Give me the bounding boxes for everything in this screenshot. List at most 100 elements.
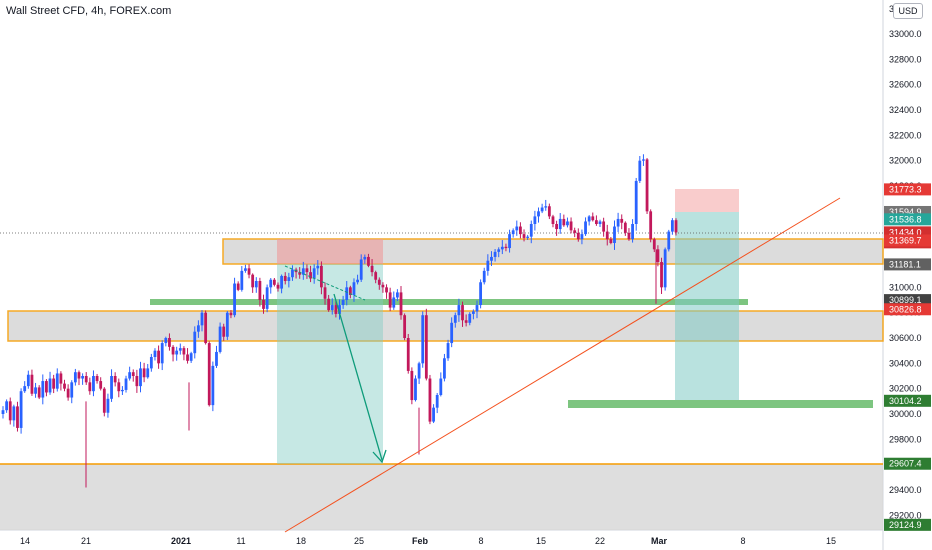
candle[interactable] (638, 160, 642, 181)
currency-badge[interactable]: USD (893, 3, 923, 19)
candle[interactable] (30, 374, 34, 394)
candle[interactable] (613, 226, 616, 243)
candle[interactable] (5, 401, 9, 411)
candle[interactable] (99, 381, 103, 389)
candle[interactable] (500, 246, 504, 250)
candle[interactable] (504, 246, 508, 249)
candle[interactable] (522, 234, 526, 238)
candle[interactable] (616, 218, 620, 227)
candle[interactable] (254, 281, 258, 288)
candle[interactable] (334, 305, 338, 314)
candle[interactable] (37, 387, 41, 398)
candle[interactable] (309, 272, 312, 279)
candle[interactable] (602, 221, 606, 232)
candle[interactable] (627, 232, 631, 240)
candle[interactable] (457, 305, 461, 316)
candle[interactable] (320, 265, 323, 288)
candle[interactable] (667, 231, 671, 250)
candle[interactable] (110, 376, 113, 399)
candle[interactable] (196, 325, 200, 332)
support-zone-middle[interactable] (7, 310, 884, 342)
candle[interactable] (41, 381, 45, 398)
candle[interactable] (421, 315, 425, 364)
candle[interactable] (464, 320, 468, 323)
candle[interactable] (211, 365, 215, 406)
candle[interactable] (95, 376, 99, 382)
candle[interactable] (450, 322, 454, 344)
candle[interactable] (435, 395, 439, 408)
candle[interactable] (26, 374, 30, 387)
candle[interactable] (1, 410, 5, 414)
candle[interactable] (486, 260, 490, 271)
candle[interactable] (569, 221, 573, 231)
candle[interactable] (327, 298, 331, 311)
candle[interactable] (45, 381, 48, 393)
candle[interactable] (258, 281, 262, 300)
candle[interactable] (645, 159, 649, 212)
short-position-stop-area[interactable] (277, 239, 383, 264)
candle[interactable] (461, 305, 464, 321)
time-axis[interactable]: 14 21 2021 11 18 25 Feb 8 15 22 Mar 8 15 (20, 536, 836, 546)
candle[interactable] (298, 272, 302, 275)
candle[interactable] (508, 234, 511, 249)
candle[interactable] (81, 376, 85, 379)
candle[interactable] (153, 350, 157, 357)
candle[interactable] (453, 315, 457, 323)
candle[interactable] (428, 378, 432, 422)
candle[interactable] (605, 231, 609, 240)
candle[interactable] (537, 211, 540, 217)
candle[interactable] (446, 343, 450, 359)
candle[interactable] (519, 226, 522, 235)
candle[interactable] (356, 279, 359, 283)
candle[interactable] (323, 287, 327, 299)
candle[interactable] (547, 206, 551, 217)
dashed-projection-line[interactable] (284, 265, 366, 301)
candle[interactable] (135, 376, 139, 387)
candle[interactable] (251, 274, 255, 288)
candle[interactable] (149, 357, 153, 369)
candle[interactable] (113, 376, 117, 383)
candle[interactable] (262, 300, 265, 309)
candle[interactable] (12, 406, 16, 421)
candle[interactable] (417, 363, 421, 379)
candle[interactable] (609, 239, 613, 243)
candle[interactable] (352, 282, 356, 295)
candle[interactable] (16, 406, 19, 428)
candle[interactable] (229, 312, 233, 316)
candle[interactable] (66, 388, 70, 398)
candle[interactable] (432, 407, 435, 422)
candle[interactable] (189, 353, 193, 361)
candle[interactable] (443, 358, 446, 379)
candle[interactable] (244, 268, 247, 271)
candle[interactable] (186, 354, 189, 361)
candle[interactable] (233, 283, 236, 316)
green-target-zone[interactable] (568, 400, 873, 408)
candle[interactable] (280, 275, 284, 289)
candle[interactable] (663, 249, 667, 288)
candle[interactable] (301, 268, 305, 275)
candle[interactable] (580, 234, 584, 240)
candle[interactable] (102, 388, 106, 413)
candle[interactable] (171, 346, 175, 355)
candle[interactable] (377, 279, 381, 285)
candle[interactable] (493, 251, 497, 257)
candle[interactable] (381, 284, 385, 288)
candle[interactable] (587, 216, 591, 222)
candle[interactable] (106, 398, 110, 413)
candle[interactable] (168, 338, 171, 347)
candle[interactable] (117, 382, 121, 392)
candle[interactable] (124, 378, 128, 390)
candle[interactable] (131, 372, 135, 376)
candle[interactable] (529, 224, 533, 237)
candle[interactable] (23, 386, 27, 392)
candle[interactable] (59, 373, 63, 384)
candle[interactable] (305, 268, 309, 273)
candle[interactable] (497, 249, 501, 252)
candle[interactable] (490, 256, 493, 261)
candles-layer[interactable] (1, 154, 678, 488)
candle[interactable] (392, 297, 396, 308)
candle[interactable] (395, 292, 399, 298)
candle[interactable] (34, 387, 37, 394)
